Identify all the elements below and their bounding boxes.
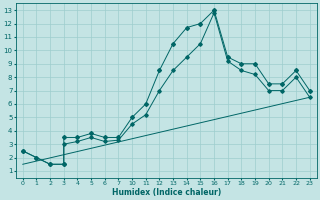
X-axis label: Humidex (Indice chaleur): Humidex (Indice chaleur) [112, 188, 221, 197]
